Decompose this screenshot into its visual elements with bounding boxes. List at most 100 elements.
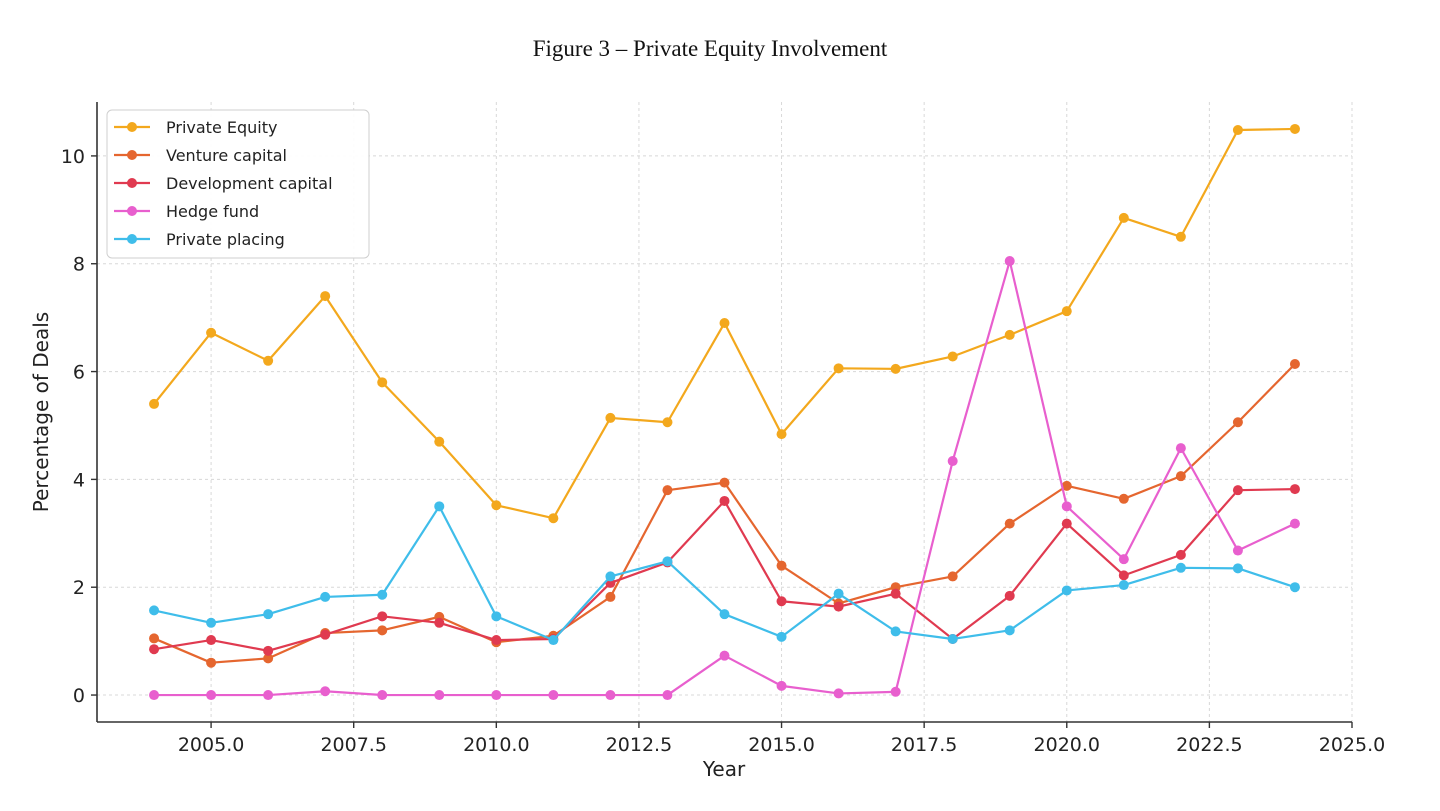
data-point-private-equity — [833, 363, 844, 374]
y-tick-label: 2 — [73, 577, 85, 599]
data-point-private-equity — [263, 355, 274, 366]
data-point-venture-capital — [206, 657, 217, 668]
data-point-venture-capital — [662, 485, 673, 496]
data-point-hedge-fund — [719, 650, 730, 661]
data-point-private-equity — [776, 429, 787, 440]
data-point-private-equity — [890, 363, 901, 374]
legend-label: Private placing — [166, 230, 285, 249]
data-point-development-capital — [377, 611, 388, 622]
data-point-venture-capital — [1289, 359, 1300, 370]
data-point-private-equity — [1061, 306, 1072, 317]
data-point-development-capital — [1061, 518, 1072, 529]
series-line-development-capital — [153, 487, 1295, 652]
data-point-private-placing — [548, 635, 559, 646]
x-tick-label: 2020.0 — [1034, 734, 1100, 756]
data-point-venture-capital — [1232, 417, 1243, 428]
data-point-development-capital — [320, 629, 331, 640]
data-point-development-capital — [491, 635, 502, 646]
data-point-development-capital — [833, 601, 844, 612]
data-point-development-capital — [1289, 484, 1300, 495]
data-point-private-equity — [1118, 212, 1129, 223]
data-point-private-equity — [1175, 231, 1186, 242]
legend-marker — [127, 206, 137, 216]
legend-marker — [127, 150, 137, 160]
x-tick-label: 2010.0 — [463, 734, 529, 756]
x-tick-label: 2017.5 — [891, 734, 957, 756]
data-point-private-placing — [377, 589, 388, 600]
data-point-development-capital — [1175, 549, 1186, 560]
data-point-private-equity — [605, 412, 616, 423]
legend-label: Development capital — [166, 174, 333, 193]
data-point-development-capital — [206, 635, 217, 646]
y-axis-title: Percentage of Deals — [29, 312, 53, 512]
data-point-hedge-fund — [605, 690, 616, 701]
legend-marker — [127, 122, 137, 132]
data-point-development-capital — [890, 588, 901, 599]
data-point-private-placing — [833, 588, 844, 599]
data-point-venture-capital — [377, 625, 388, 636]
grid — [97, 102, 1353, 722]
legend-label: Private Equity — [166, 118, 277, 137]
data-point-private-placing — [320, 591, 331, 602]
data-point-hedge-fund — [206, 690, 217, 701]
data-point-hedge-fund — [1289, 518, 1300, 529]
data-point-private-placing — [662, 556, 673, 567]
data-point-private-equity — [719, 318, 730, 329]
axes — [96, 102, 1352, 723]
data-point-development-capital — [719, 495, 730, 506]
data-point-venture-capital — [1118, 493, 1129, 504]
data-point-private-equity — [1289, 123, 1300, 134]
legend-item-hedge-fund: Hedge fund — [114, 202, 259, 221]
data-point-hedge-fund — [833, 688, 844, 699]
data-point-private-placing — [890, 626, 901, 637]
series-venture-capital — [149, 359, 1300, 668]
legend: Private Equity Venture capital Development… — [106, 109, 370, 259]
data-point-venture-capital — [1175, 471, 1186, 482]
data-point-private-equity — [320, 291, 331, 302]
data-point-development-capital — [434, 617, 445, 628]
data-point-hedge-fund — [377, 690, 388, 701]
legend-item-private-equity: Private Equity — [114, 118, 277, 137]
legend-item-development-capital: Development capital — [114, 174, 333, 193]
data-point-private-equity — [434, 436, 445, 447]
data-point-private-placing — [1175, 562, 1186, 573]
data-point-hedge-fund — [1175, 443, 1186, 454]
data-point-hedge-fund — [491, 690, 502, 701]
series-private-equity — [149, 123, 1300, 524]
data-point-hedge-fund — [947, 456, 958, 467]
figure-title: Figure 3 – Private Equity Involvement — [532, 36, 888, 61]
data-point-hedge-fund — [1118, 554, 1129, 565]
data-point-hedge-fund — [1061, 501, 1072, 512]
data-point-private-equity — [1232, 125, 1243, 136]
data-point-venture-capital — [263, 653, 274, 664]
data-point-private-placing — [206, 617, 217, 628]
series-private-placing — [149, 501, 1300, 646]
data-point-private-placing — [149, 605, 160, 616]
data-point-development-capital — [263, 645, 274, 656]
data-point-private-equity — [377, 377, 388, 388]
y-tick-label: 10 — [61, 146, 85, 168]
x-tick-label: 2025.0 — [1319, 734, 1385, 756]
legend-item-private-placing: Private placing — [114, 230, 285, 249]
data-point-private-equity — [206, 327, 217, 338]
data-point-hedge-fund — [662, 690, 673, 701]
x-tick-label: 2022.5 — [1176, 734, 1242, 756]
data-point-private-placing — [1289, 582, 1300, 593]
series-development-capital — [149, 484, 1300, 656]
legend-item-venture-capital: Venture capital — [114, 146, 287, 165]
data-point-venture-capital — [719, 477, 730, 488]
x-tick-label: 2005.0 — [178, 734, 244, 756]
x-axis-title: Year — [702, 757, 746, 781]
data-point-hedge-fund — [320, 686, 331, 697]
data-point-private-placing — [719, 609, 730, 620]
series-layer — [149, 123, 1300, 701]
legend-marker — [127, 234, 137, 244]
y-tick-label: 6 — [73, 362, 85, 384]
data-point-development-capital — [1004, 590, 1015, 601]
data-point-private-equity — [1004, 329, 1015, 340]
data-point-private-equity — [149, 398, 160, 409]
data-point-venture-capital — [1004, 518, 1015, 529]
data-point-private-placing — [776, 631, 787, 642]
data-point-private-equity — [548, 513, 559, 524]
data-point-private-placing — [1118, 580, 1129, 591]
